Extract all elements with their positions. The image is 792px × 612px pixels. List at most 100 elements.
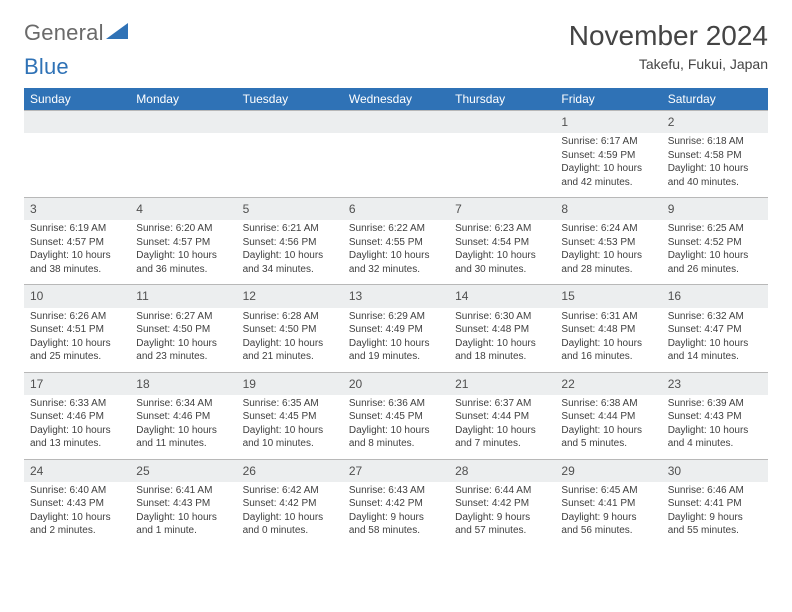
daylight-text: Daylight: 10 hours and 40 minutes.: [668, 162, 762, 189]
daylight-text: Daylight: 9 hours and 55 minutes.: [668, 511, 762, 538]
sunrise-text: Sunrise: 6:39 AM: [668, 397, 762, 411]
sunrise-text: Sunrise: 6:31 AM: [561, 310, 655, 324]
logo-triangle-icon: [106, 23, 128, 39]
daylight-text: Daylight: 10 hours and 34 minutes.: [243, 249, 337, 276]
day-number-cell: 20: [343, 372, 449, 395]
sunset-text: Sunset: 4:53 PM: [561, 236, 655, 250]
daylight-text: Daylight: 10 hours and 2 minutes.: [30, 511, 124, 538]
day-number-cell: 4: [130, 198, 236, 221]
day-detail-cell: Sunrise: 6:35 AMSunset: 4:45 PMDaylight:…: [237, 395, 343, 460]
daylight-text: Daylight: 10 hours and 21 minutes.: [243, 337, 337, 364]
sunrise-text: Sunrise: 6:24 AM: [561, 222, 655, 236]
daylight-text: Daylight: 10 hours and 36 minutes.: [136, 249, 230, 276]
day-detail-cell: Sunrise: 6:39 AMSunset: 4:43 PMDaylight:…: [662, 395, 768, 460]
day-detail-cell: Sunrise: 6:26 AMSunset: 4:51 PMDaylight:…: [24, 308, 130, 373]
day-number-cell: 28: [449, 459, 555, 482]
sunrise-text: Sunrise: 6:30 AM: [455, 310, 549, 324]
day-number-cell: 19: [237, 372, 343, 395]
day-number-cell: [24, 111, 130, 134]
daylight-text: Daylight: 9 hours and 56 minutes.: [561, 511, 655, 538]
day-number-row: 12: [24, 111, 768, 134]
page-title: November 2024: [569, 20, 768, 52]
sunrise-text: Sunrise: 6:44 AM: [455, 484, 549, 498]
day-number-cell: 17: [24, 372, 130, 395]
daylight-text: Daylight: 10 hours and 13 minutes.: [30, 424, 124, 451]
day-number-row: 3456789: [24, 198, 768, 221]
day-detail-cell: Sunrise: 6:32 AMSunset: 4:47 PMDaylight:…: [662, 308, 768, 373]
sunset-text: Sunset: 4:41 PM: [668, 497, 762, 511]
sunset-text: Sunset: 4:46 PM: [136, 410, 230, 424]
day-detail-cell: Sunrise: 6:40 AMSunset: 4:43 PMDaylight:…: [24, 482, 130, 546]
daylight-text: Daylight: 10 hours and 16 minutes.: [561, 337, 655, 364]
weekday-header: Monday: [130, 88, 236, 111]
sunset-text: Sunset: 4:45 PM: [349, 410, 443, 424]
sunrise-text: Sunrise: 6:37 AM: [455, 397, 549, 411]
sunrise-text: Sunrise: 6:20 AM: [136, 222, 230, 236]
day-number-cell: 13: [343, 285, 449, 308]
sunset-text: Sunset: 4:49 PM: [349, 323, 443, 337]
day-detail-cell: Sunrise: 6:20 AMSunset: 4:57 PMDaylight:…: [130, 220, 236, 285]
weekday-header: Saturday: [662, 88, 768, 111]
day-number-cell: 26: [237, 459, 343, 482]
sunset-text: Sunset: 4:59 PM: [561, 149, 655, 163]
daylight-text: Daylight: 10 hours and 14 minutes.: [668, 337, 762, 364]
day-detail-cell: Sunrise: 6:25 AMSunset: 4:52 PMDaylight:…: [662, 220, 768, 285]
sunset-text: Sunset: 4:41 PM: [561, 497, 655, 511]
day-number-cell: 16: [662, 285, 768, 308]
sunset-text: Sunset: 4:44 PM: [455, 410, 549, 424]
sunset-text: Sunset: 4:42 PM: [349, 497, 443, 511]
daylight-text: Daylight: 10 hours and 32 minutes.: [349, 249, 443, 276]
day-detail-cell: [237, 133, 343, 198]
day-detail-cell: [343, 133, 449, 198]
sunset-text: Sunset: 4:46 PM: [30, 410, 124, 424]
daylight-text: Daylight: 10 hours and 30 minutes.: [455, 249, 549, 276]
sunrise-text: Sunrise: 6:17 AM: [561, 135, 655, 149]
day-detail-cell: Sunrise: 6:18 AMSunset: 4:58 PMDaylight:…: [662, 133, 768, 198]
sunset-text: Sunset: 4:43 PM: [668, 410, 762, 424]
daylight-text: Daylight: 10 hours and 8 minutes.: [349, 424, 443, 451]
sunset-text: Sunset: 4:56 PM: [243, 236, 337, 250]
logo-word1: General: [24, 20, 104, 46]
day-detail-cell: Sunrise: 6:45 AMSunset: 4:41 PMDaylight:…: [555, 482, 661, 546]
day-number-cell: 21: [449, 372, 555, 395]
sunset-text: Sunset: 4:52 PM: [668, 236, 762, 250]
day-detail-cell: Sunrise: 6:46 AMSunset: 4:41 PMDaylight:…: [662, 482, 768, 546]
day-number-cell: 25: [130, 459, 236, 482]
day-detail-cell: Sunrise: 6:38 AMSunset: 4:44 PMDaylight:…: [555, 395, 661, 460]
sunrise-text: Sunrise: 6:36 AM: [349, 397, 443, 411]
day-number-cell: [343, 111, 449, 134]
daylight-text: Daylight: 10 hours and 38 minutes.: [30, 249, 124, 276]
weekday-header: Thursday: [449, 88, 555, 111]
day-number-cell: 18: [130, 372, 236, 395]
sunset-text: Sunset: 4:55 PM: [349, 236, 443, 250]
day-detail-cell: Sunrise: 6:42 AMSunset: 4:42 PMDaylight:…: [237, 482, 343, 546]
day-detail-row: Sunrise: 6:17 AMSunset: 4:59 PMDaylight:…: [24, 133, 768, 198]
daylight-text: Daylight: 10 hours and 7 minutes.: [455, 424, 549, 451]
day-detail-cell: [24, 133, 130, 198]
daylight-text: Daylight: 9 hours and 57 minutes.: [455, 511, 549, 538]
daylight-text: Daylight: 10 hours and 42 minutes.: [561, 162, 655, 189]
sunrise-text: Sunrise: 6:41 AM: [136, 484, 230, 498]
sunset-text: Sunset: 4:54 PM: [455, 236, 549, 250]
day-detail-cell: Sunrise: 6:21 AMSunset: 4:56 PMDaylight:…: [237, 220, 343, 285]
sunrise-text: Sunrise: 6:29 AM: [349, 310, 443, 324]
sunrise-text: Sunrise: 6:46 AM: [668, 484, 762, 498]
sunset-text: Sunset: 4:43 PM: [30, 497, 124, 511]
day-number-cell: 29: [555, 459, 661, 482]
sunrise-text: Sunrise: 6:35 AM: [243, 397, 337, 411]
daylight-text: Daylight: 10 hours and 19 minutes.: [349, 337, 443, 364]
day-detail-cell: Sunrise: 6:31 AMSunset: 4:48 PMDaylight:…: [555, 308, 661, 373]
day-detail-cell: Sunrise: 6:19 AMSunset: 4:57 PMDaylight:…: [24, 220, 130, 285]
daylight-text: Daylight: 10 hours and 0 minutes.: [243, 511, 337, 538]
daylight-text: Daylight: 9 hours and 58 minutes.: [349, 511, 443, 538]
day-number-cell: 3: [24, 198, 130, 221]
day-number-cell: 1: [555, 111, 661, 134]
sunrise-text: Sunrise: 6:26 AM: [30, 310, 124, 324]
sunrise-text: Sunrise: 6:32 AM: [668, 310, 762, 324]
sunrise-text: Sunrise: 6:45 AM: [561, 484, 655, 498]
daylight-text: Daylight: 10 hours and 1 minute.: [136, 511, 230, 538]
day-number-cell: 8: [555, 198, 661, 221]
daylight-text: Daylight: 10 hours and 26 minutes.: [668, 249, 762, 276]
sunset-text: Sunset: 4:50 PM: [136, 323, 230, 337]
daylight-text: Daylight: 10 hours and 11 minutes.: [136, 424, 230, 451]
